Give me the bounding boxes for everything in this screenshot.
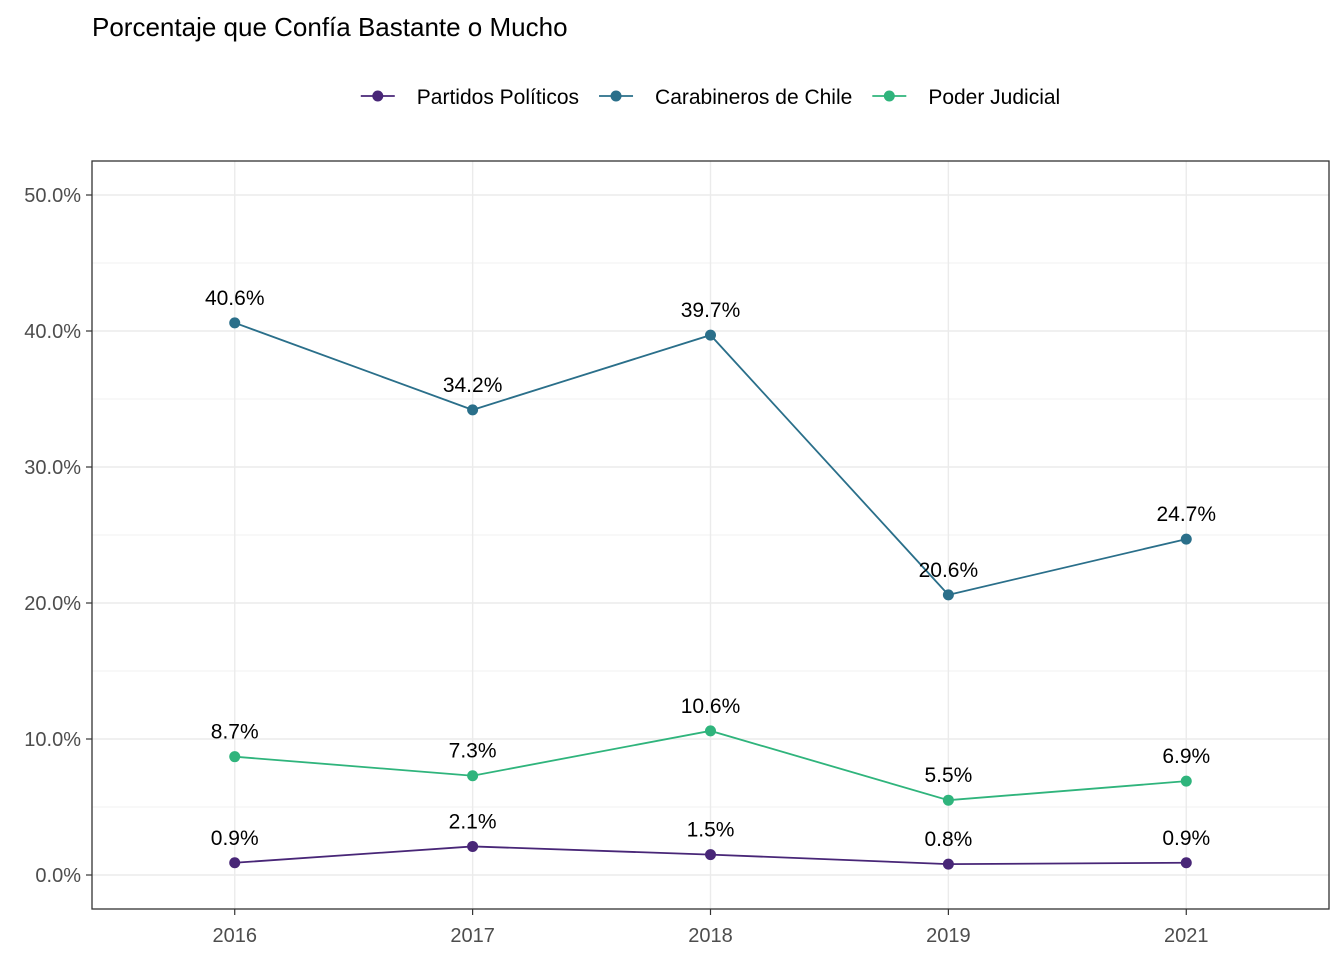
legend-item: Poder Judicial — [872, 86, 1060, 109]
x-tick-label: 2018 — [688, 925, 733, 947]
data-point — [467, 404, 479, 416]
legend-item: Carabineros de Chile — [599, 86, 852, 109]
data-point — [229, 857, 241, 869]
y-tick-label: 50.0% — [24, 185, 81, 207]
x-axis: 2016 2017 2018 2019 2021 — [212, 909, 1209, 947]
data-point — [705, 849, 716, 861]
y-tick-label: 20.0% — [24, 593, 81, 615]
data-point — [942, 589, 954, 601]
y-tick-label: 10.0% — [24, 729, 81, 751]
data-label: 0.8% — [924, 828, 972, 851]
data-point — [229, 317, 241, 329]
data-point — [705, 725, 716, 737]
data-label: 40.6% — [205, 287, 265, 310]
data-point — [1180, 775, 1192, 787]
data-label: 10.6% — [681, 695, 741, 718]
chart-title: Porcentaje que Confía Bastante o Mucho — [92, 12, 568, 42]
y-tick-label: 0.0% — [35, 865, 81, 887]
series-points — [229, 317, 1192, 870]
data-label: 34.2% — [443, 374, 503, 397]
x-tick-label: 2017 — [450, 925, 495, 947]
legend-item: Partidos Políticos — [360, 86, 579, 109]
legend-label: Poder Judicial — [928, 86, 1060, 109]
x-tick-label: 2021 — [1164, 925, 1209, 947]
data-label: 39.7% — [681, 299, 741, 322]
data-label: 20.6% — [919, 559, 979, 582]
data-label: 24.7% — [1156, 503, 1216, 526]
legend-label: Partidos Políticos — [417, 86, 579, 109]
data-label: 7.3% — [449, 740, 497, 763]
data-label: 0.9% — [211, 827, 259, 850]
x-tick-label: 2019 — [926, 925, 971, 947]
legend-key-point — [883, 90, 895, 102]
data-point — [1180, 857, 1192, 869]
data-point — [942, 858, 954, 870]
y-tick-label: 40.0% — [24, 321, 81, 343]
data-label: 5.5% — [924, 764, 972, 787]
data-labels: 0.9% 2.1% 1.5% 0.8% 0.9% 40.6% 34.2% 39.7% 20.6%… — [205, 287, 1216, 851]
data-point — [467, 770, 479, 782]
x-tick-label: 2016 — [212, 925, 257, 947]
legend-label: Carabineros de Chile — [655, 86, 852, 109]
data-point — [705, 329, 716, 341]
data-point — [467, 840, 479, 852]
y-tick-label: 30.0% — [24, 457, 81, 479]
data-label: 1.5% — [687, 819, 735, 842]
data-label: 8.7% — [211, 721, 259, 744]
data-point — [1180, 533, 1192, 545]
legend: Partidos Políticos Carabineros de Chile Po… — [360, 86, 1060, 109]
legend-key-point — [372, 90, 384, 102]
data-point — [942, 794, 954, 806]
legend-key-point — [610, 90, 622, 102]
data-label: 2.1% — [449, 810, 497, 833]
data-label: 0.9% — [1162, 827, 1210, 850]
data-point — [229, 751, 241, 763]
y-axis: 0.0% 10.0% 20.0% 30.0% 40.0% 50.0% — [24, 185, 92, 887]
data-label: 6.9% — [1162, 745, 1210, 768]
